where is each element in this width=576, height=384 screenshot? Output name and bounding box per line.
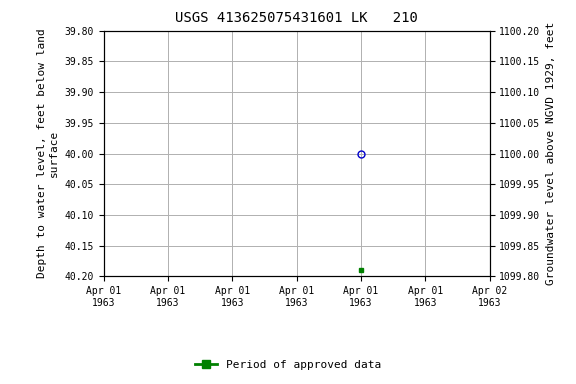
Title: USGS 413625075431601 LK   210: USGS 413625075431601 LK 210: [175, 12, 418, 25]
Y-axis label: Groundwater level above NGVD 1929, feet: Groundwater level above NGVD 1929, feet: [546, 22, 556, 285]
Legend: Period of approved data: Period of approved data: [191, 356, 385, 375]
Y-axis label: Depth to water level, feet below land
surface: Depth to water level, feet below land su…: [37, 29, 59, 278]
